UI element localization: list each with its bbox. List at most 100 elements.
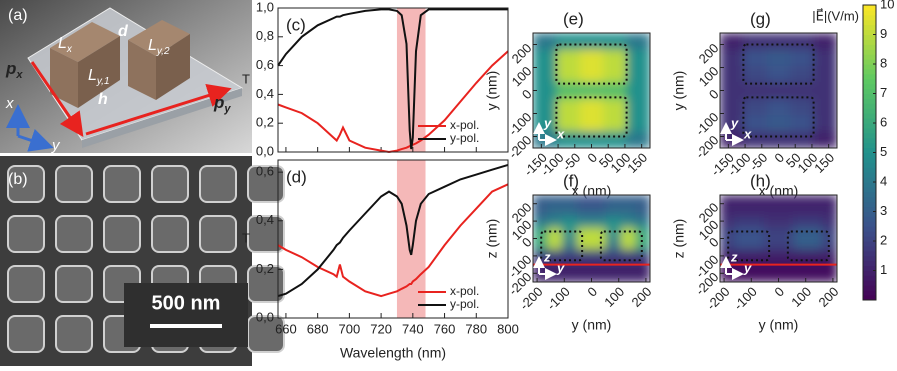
heatmap-cell bbox=[813, 49, 837, 67]
heatmap-cell bbox=[763, 271, 779, 282]
colorbar-segment bbox=[863, 44, 876, 50]
panel-label: (g) bbox=[750, 9, 771, 28]
heatmap-cell bbox=[778, 249, 794, 261]
heatmap-cell bbox=[813, 131, 837, 148]
heatmap-cell bbox=[591, 271, 607, 282]
heatmap-cell bbox=[576, 238, 592, 250]
heatmap-cell bbox=[626, 82, 650, 100]
y-axis-label: z (nm) bbox=[671, 219, 687, 259]
y-tick-label: 0,2 bbox=[256, 261, 274, 276]
structure-outline bbox=[555, 43, 628, 85]
colorbar-tick-label: 7 bbox=[880, 85, 887, 100]
heatmap-cell bbox=[556, 82, 581, 100]
heatmap-cells bbox=[720, 195, 837, 282]
heatmap-cell bbox=[778, 271, 794, 282]
heatmap-cell bbox=[793, 260, 809, 272]
colorbar-segment bbox=[863, 221, 876, 227]
heatmap-cell bbox=[556, 49, 581, 67]
sem-particle bbox=[103, 215, 141, 253]
heatmap-cell bbox=[547, 227, 563, 239]
colorbar-segment bbox=[863, 265, 876, 271]
heatmap-cell bbox=[749, 249, 765, 261]
colorbar-segment bbox=[863, 123, 876, 129]
colorbar-segment bbox=[863, 162, 876, 168]
colorbar-segment bbox=[863, 49, 876, 55]
y-tick-label: 0,0 bbox=[256, 309, 274, 324]
heatmap-cell bbox=[626, 33, 650, 50]
heatmap-cell bbox=[749, 271, 765, 282]
colorbar-tick-label: 2 bbox=[880, 232, 887, 247]
panel-label: (f) bbox=[563, 171, 579, 190]
heatmap-cell bbox=[591, 227, 607, 239]
heatmap bbox=[720, 195, 837, 282]
colorbar-segment bbox=[863, 68, 876, 75]
x-tick-label: 700 bbox=[339, 321, 361, 336]
heatmap-cell bbox=[606, 238, 622, 250]
x-axis-label: y (nm) bbox=[759, 317, 799, 333]
heatmap-cell bbox=[793, 249, 809, 261]
heatmap-cell bbox=[790, 82, 815, 100]
heatmap-cell bbox=[620, 195, 636, 207]
x-tick-label: 720 bbox=[370, 321, 392, 336]
heatmap-cell bbox=[720, 82, 744, 100]
colorbar-tick-label: 10 bbox=[880, 0, 894, 11]
heatmap-cell bbox=[579, 49, 604, 67]
x-tick-label: 740 bbox=[402, 321, 424, 336]
heatmap-cell bbox=[720, 271, 736, 282]
heatmap-cell bbox=[579, 131, 604, 148]
heatmap-cell bbox=[749, 238, 765, 250]
heatmap-cell bbox=[807, 205, 823, 218]
colorbar-tick-label: 8 bbox=[880, 55, 887, 70]
y-tick-label: 0 bbox=[519, 86, 535, 102]
y-tick-label: 0,8 bbox=[256, 28, 274, 43]
heatmap-cell bbox=[749, 227, 765, 239]
legend-label: x-pol. bbox=[450, 118, 479, 132]
heatmap-cell bbox=[562, 249, 578, 261]
heatmap-cell bbox=[556, 98, 581, 116]
heatmap-cell bbox=[778, 216, 794, 229]
heatmap-cell bbox=[533, 271, 549, 282]
heatmap-cell bbox=[793, 227, 809, 239]
x-tick-label: 100 bbox=[788, 284, 814, 310]
heatmap-cell bbox=[591, 205, 607, 218]
colorbar-tick-label: 1 bbox=[880, 262, 887, 277]
heatmap-cell bbox=[606, 227, 622, 239]
heatmap-cell bbox=[720, 249, 736, 261]
heatmap-cell bbox=[620, 271, 636, 282]
heatmap-cell bbox=[790, 131, 815, 148]
y-tick-label: 200 bbox=[696, 200, 722, 226]
heatmap-cell bbox=[720, 205, 736, 218]
x-tick-label: 150 bbox=[811, 150, 837, 176]
colorbar-segment bbox=[863, 78, 876, 85]
heatmap-cell bbox=[635, 195, 650, 207]
dimension-label: h bbox=[98, 91, 108, 108]
y-axis-label: y (nm) bbox=[484, 71, 500, 111]
heatmap-cell bbox=[635, 216, 650, 229]
colorbar-segment bbox=[863, 196, 876, 203]
heatmap-cell bbox=[720, 65, 744, 83]
heatmap-cell bbox=[807, 216, 823, 229]
colorbar-segment bbox=[863, 14, 876, 21]
y-tick-label: 0 bbox=[706, 86, 722, 102]
series-line bbox=[277, 50, 509, 154]
y-axis-label: z (nm) bbox=[484, 219, 500, 259]
colorbar-segment bbox=[863, 231, 876, 237]
heatmap-cell bbox=[626, 98, 650, 116]
colorbar-segment bbox=[863, 118, 876, 124]
heatmap-cell bbox=[749, 260, 765, 272]
colorbar-segment bbox=[863, 182, 876, 188]
y-axis-label: y (nm) bbox=[671, 71, 687, 111]
heatmap-cell bbox=[793, 195, 809, 207]
heatmap-cell bbox=[576, 271, 592, 282]
inset-axis-label: y bbox=[556, 260, 565, 275]
heatmap-cell bbox=[766, 115, 791, 133]
inset-axis-label: z bbox=[543, 249, 551, 264]
block-side bbox=[156, 34, 190, 100]
inset-axis-label: y bbox=[743, 260, 752, 275]
heatmap-cell bbox=[807, 260, 823, 272]
structure-outline bbox=[786, 230, 830, 262]
y-tick-label: -200 bbox=[506, 132, 535, 161]
x-tick-label: 680 bbox=[307, 321, 329, 336]
colorbar-segment bbox=[863, 275, 876, 281]
heatmap-cell bbox=[606, 205, 622, 218]
